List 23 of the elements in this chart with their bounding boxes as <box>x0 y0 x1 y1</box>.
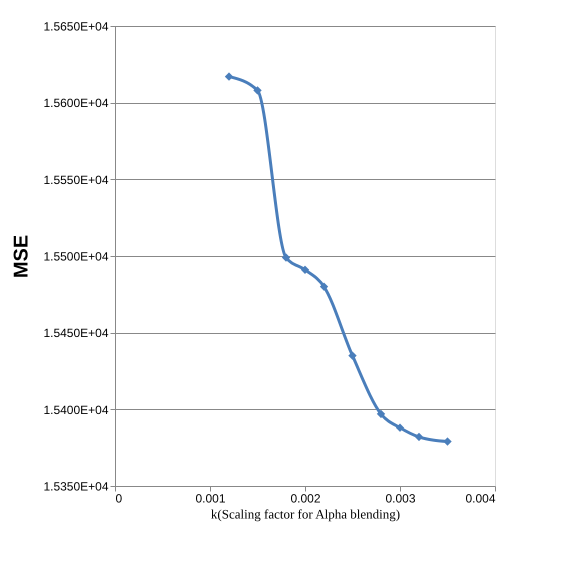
point <box>396 424 404 432</box>
point <box>282 253 290 262</box>
point <box>224 72 234 81</box>
x-tick-label: 0 <box>116 492 122 506</box>
y-tick-label: 1.5400E+04 <box>43 402 109 417</box>
point <box>348 351 357 360</box>
x-axis-title: k(Scaling factor for Alpha blending) <box>210 506 400 522</box>
y-tick-label: 1.5600E+04 <box>43 96 109 110</box>
x-tick-label: 0.001 <box>195 492 226 506</box>
point <box>414 432 424 442</box>
point <box>300 266 310 274</box>
y-tick-label: 1.5550E+04 <box>43 172 109 187</box>
y-tick-label: 1.5350E+04 <box>43 480 109 494</box>
x-tick-label: 0.002 <box>290 492 321 506</box>
point <box>253 86 262 95</box>
y-tick-label: 1.5450E+04 <box>43 326 109 340</box>
x-tick-label: 0.004 <box>465 492 496 506</box>
x-tick-label: 0.003 <box>385 492 416 506</box>
y-tick-label: 1.5650E+04 <box>43 20 109 34</box>
point <box>320 282 328 291</box>
y-tick-label: 1.5500E+04 <box>43 250 109 264</box>
point <box>376 410 386 418</box>
y-axis-title: MSE <box>10 234 32 278</box>
